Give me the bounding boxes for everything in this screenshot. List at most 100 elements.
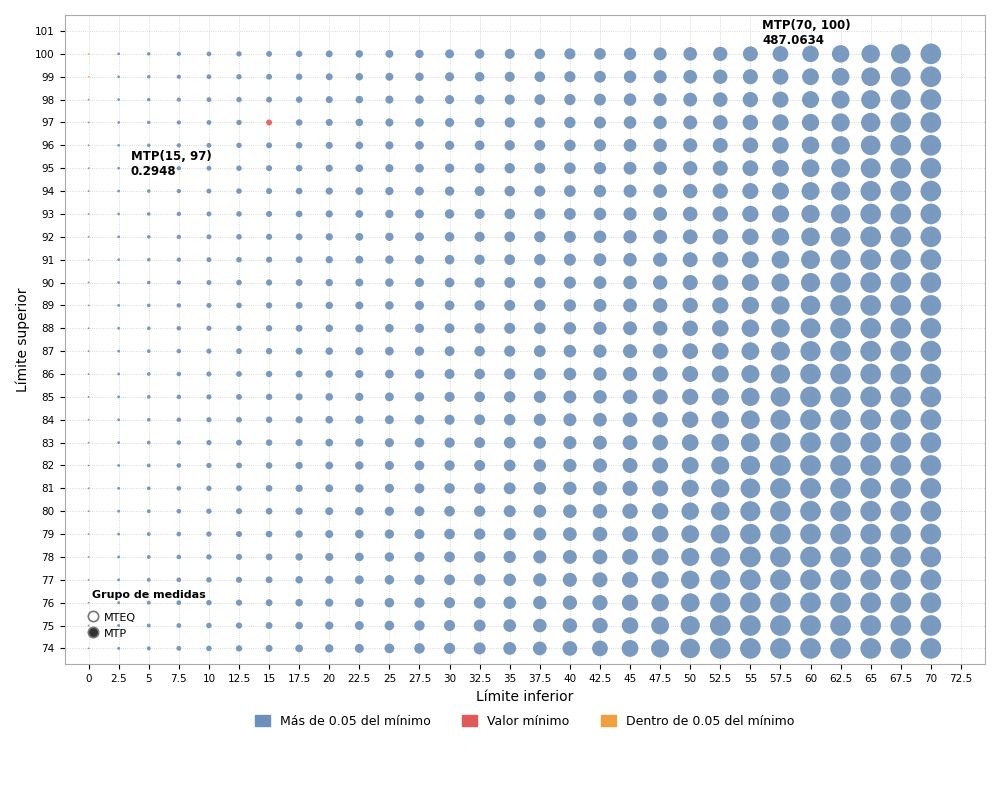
Point [472,459,488,472]
Y-axis label: Límite superior: Límite superior [15,287,30,392]
Point [442,368,458,381]
Point [923,185,939,198]
Point [923,230,939,243]
Point [742,47,758,60]
Point [351,414,367,426]
Point [351,390,367,403]
Point [472,436,488,449]
Point [111,528,127,541]
Point [231,276,247,289]
Point [111,482,127,494]
Point [351,47,367,60]
Point [592,276,608,289]
Point [562,70,578,83]
Point [712,619,728,632]
Point [532,230,548,243]
Point [381,642,397,655]
Point [291,482,307,494]
Point [622,505,638,518]
Point [712,414,728,426]
Point [803,94,819,106]
Point [833,94,849,106]
Point [171,276,187,289]
Point [682,322,698,334]
Point [442,459,458,472]
Point [893,390,909,403]
Point [171,70,187,83]
Point [381,436,397,449]
Point [652,414,668,426]
Point [893,70,909,83]
Point [682,482,698,494]
Point [141,299,157,312]
Point [472,414,488,426]
Point [562,528,578,541]
Point [502,368,518,381]
Point [442,574,458,586]
Point [111,459,127,472]
Point [532,436,548,449]
Point [291,642,307,655]
Point [502,185,518,198]
Point [863,185,879,198]
Point [742,207,758,220]
Point [652,185,668,198]
Point [772,550,788,563]
Point [652,139,668,152]
Point [411,505,427,518]
Point [863,550,879,563]
Point [351,574,367,586]
Point [562,47,578,60]
Point [622,70,638,83]
Point [502,139,518,152]
Point [562,596,578,609]
Point [291,390,307,403]
Point [893,550,909,563]
Point [502,436,518,449]
Point [712,322,728,334]
Point [141,459,157,472]
Point [833,642,849,655]
Point [171,528,187,541]
Point [833,207,849,220]
Point [472,368,488,381]
Point [712,390,728,403]
Point [502,299,518,312]
Point [712,70,728,83]
Point [772,642,788,655]
Point [532,505,548,518]
Point [141,70,157,83]
Point [111,550,127,563]
Point [712,574,728,586]
Point [712,596,728,609]
Point [742,116,758,129]
Point [803,642,819,655]
Point [291,345,307,358]
Point [682,459,698,472]
Point [923,390,939,403]
Point [81,299,97,312]
Point [201,459,217,472]
Point [171,345,187,358]
Point [442,528,458,541]
Point [592,482,608,494]
Point [592,345,608,358]
Point [381,162,397,174]
Point [502,528,518,541]
Point [411,414,427,426]
Point [803,550,819,563]
Point [171,185,187,198]
Point [742,436,758,449]
Point [863,345,879,358]
Point [81,368,97,381]
Point [201,436,217,449]
Point [592,619,608,632]
Point [411,139,427,152]
Point [562,345,578,358]
Point [111,139,127,152]
Point [622,230,638,243]
Point [652,322,668,334]
Point [381,596,397,609]
Point [742,574,758,586]
Point [923,574,939,586]
